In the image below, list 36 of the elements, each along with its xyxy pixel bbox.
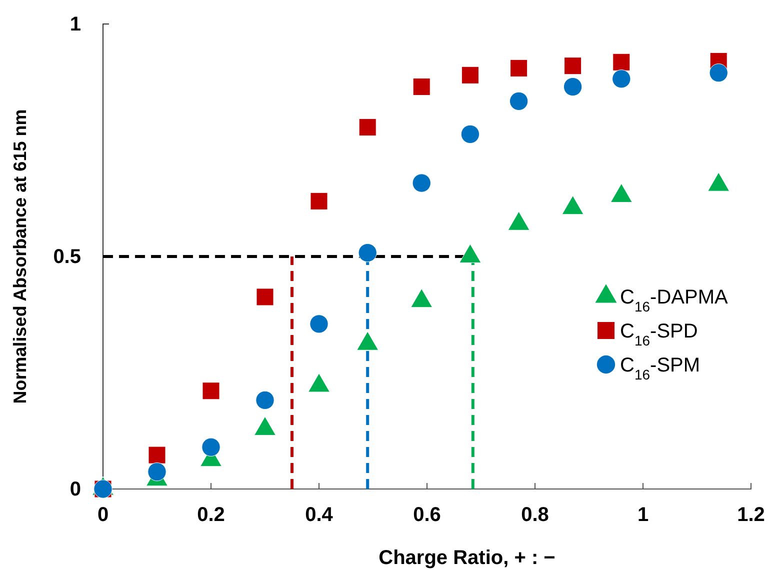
- x-tick-label: 0: [97, 504, 109, 526]
- point: [564, 57, 582, 75]
- x-tick-label: 0.4: [305, 504, 334, 526]
- y-tick-label: 0: [70, 478, 81, 500]
- point: [460, 124, 480, 144]
- point: [510, 59, 528, 77]
- point: [256, 288, 274, 306]
- point: [412, 174, 431, 192]
- point: [563, 77, 582, 96]
- point: [358, 243, 377, 262]
- point: [256, 390, 274, 410]
- y-tick-label: 0.5: [53, 246, 81, 268]
- y-tick-label: 1: [70, 13, 81, 36]
- x-tick-label: 0.6: [413, 504, 441, 526]
- x-tick-label: 1.2: [737, 504, 765, 526]
- x-tick-label: 0.2: [197, 504, 225, 526]
- point: [709, 63, 728, 82]
- point: [148, 462, 166, 482]
- legend-label: C$_{16}$-SPD: [620, 320, 698, 348]
- y-axis-title: Normalised Absorbance at 615 nm: [10, 109, 30, 404]
- point: [612, 53, 630, 71]
- point: [310, 314, 328, 334]
- point: [202, 382, 220, 400]
- legend-label: C$_{16}$-DAPMA: [620, 286, 728, 314]
- point: [358, 118, 376, 136]
- point: [202, 438, 220, 456]
- point: [461, 66, 479, 84]
- x-tick-label: 1: [637, 504, 649, 526]
- legend-label: C$_{16}$-SPM: [620, 354, 700, 382]
- x-axis-title: Charge Ratio, + : −: [378, 547, 556, 569]
- x-tick-label: 0.8: [521, 504, 549, 526]
- point: [509, 92, 528, 111]
- point: [148, 446, 166, 464]
- point: [412, 78, 430, 96]
- point: [612, 70, 631, 88]
- point: [310, 192, 328, 210]
